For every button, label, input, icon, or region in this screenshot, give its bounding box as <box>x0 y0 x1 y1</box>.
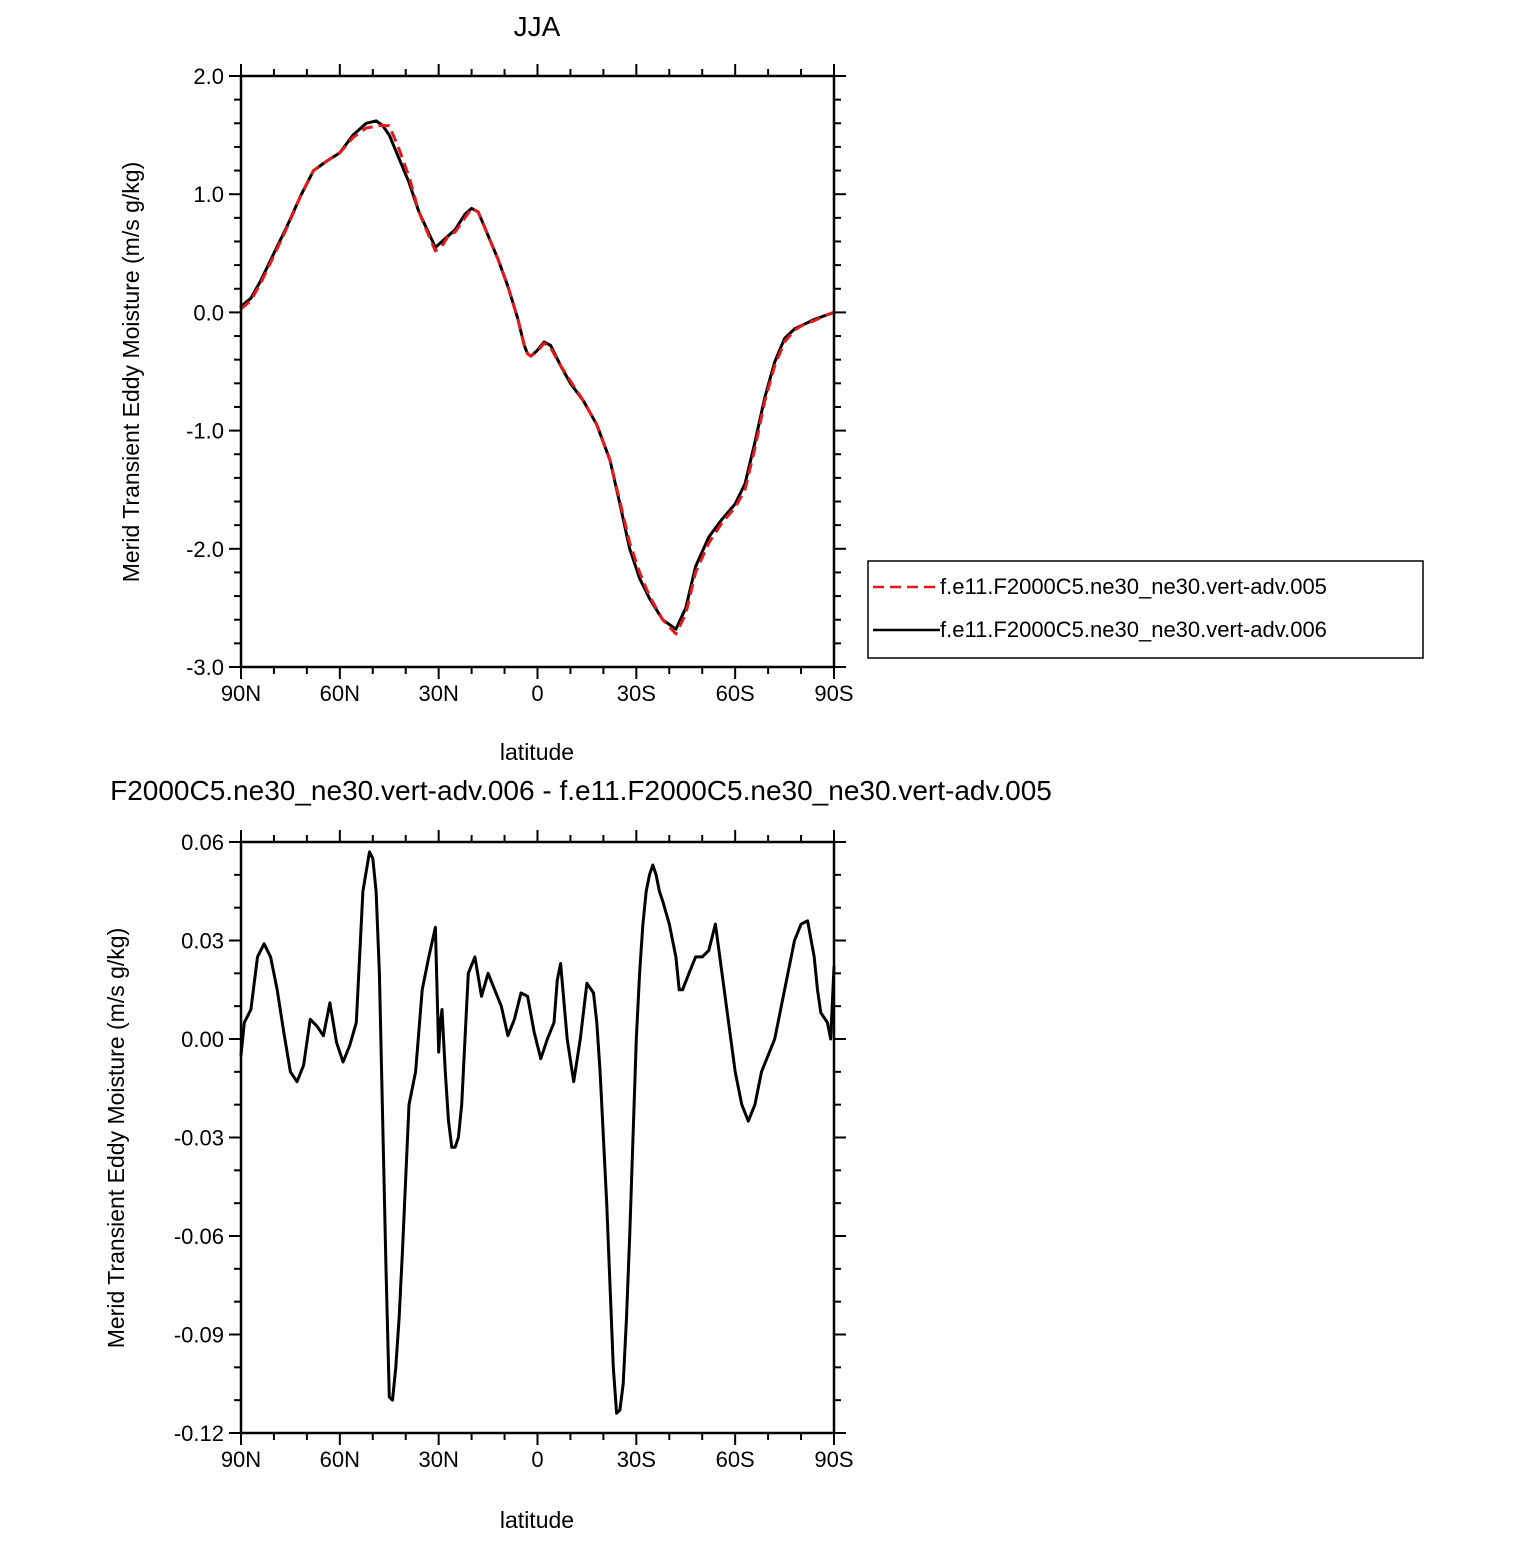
top-series-lines <box>239 119 836 636</box>
series-line <box>240 124 835 636</box>
y-tick-label: 2.0 <box>193 64 224 89</box>
y-tick-label: -0.09 <box>174 1323 224 1348</box>
series-line <box>239 119 836 631</box>
top-panel: JJA 2.0 1.0 0.0 -1.0 -2.0 -3.0 90N 60N 30N 0 30S 6… <box>118 11 1424 765</box>
x-tick-label: 60S <box>716 1447 755 1472</box>
bottom-y-tick-labels: 0.06 0.03 0.00 -0.03 -0.06 -0.09 -0.12 <box>174 830 224 1446</box>
y-tick-label: 0.00 <box>181 1027 224 1052</box>
x-tick-label: 90N <box>221 681 261 706</box>
top-chart-title: JJA <box>514 11 561 42</box>
bottom-panel: F2000C5.ne30_ne30.vert-adv.006 - f.e11.F… <box>103 775 1052 1533</box>
x-tick-label: 0 <box>531 681 543 706</box>
bottom-chart-title: F2000C5.ne30_ne30.vert-adv.006 - f.e11.F… <box>110 775 1052 806</box>
y-tick-label: -3.0 <box>186 655 224 680</box>
bottom-x-axis-label: latitude <box>500 1507 574 1533</box>
bottom-x-tick-labels: 90N 60N 30N 0 30S 60S 90S <box>221 1447 854 1472</box>
x-tick-label: 90S <box>814 1447 853 1472</box>
y-tick-label: 0.06 <box>181 830 224 855</box>
bottom-plot-frame <box>239 840 836 1435</box>
top-plot-frame <box>239 74 836 669</box>
y-tick-label: -0.03 <box>174 1126 224 1151</box>
y-tick-label: 1.0 <box>193 182 224 207</box>
top-y-tick-labels: 2.0 1.0 0.0 -1.0 -2.0 -3.0 <box>186 64 224 680</box>
x-tick-label: 30N <box>418 1447 458 1472</box>
x-tick-label: 90N <box>221 1447 261 1472</box>
y-tick-label: -1.0 <box>186 419 224 444</box>
top-x-tick-labels: 90N 60N 30N 0 30S 60S 90S <box>221 681 854 706</box>
x-tick-label: 90S <box>814 681 853 706</box>
y-tick-label: -0.06 <box>174 1224 224 1249</box>
y-tick-label: -2.0 <box>186 537 224 562</box>
x-tick-label: 30S <box>617 681 656 706</box>
top-x-axis-label: latitude <box>500 739 574 765</box>
bottom-tick-marks <box>229 830 846 1445</box>
y-tick-label: 0.03 <box>181 929 224 954</box>
x-tick-label: 30N <box>418 681 458 706</box>
x-tick-label: 30S <box>617 1447 656 1472</box>
x-tick-label: 60N <box>320 1447 360 1472</box>
x-tick-label: 0 <box>531 1447 543 1472</box>
x-tick-label: 60N <box>320 681 360 706</box>
top-y-axis-label: Merid Transient Eddy Moisture (m/s g/kg) <box>118 162 144 583</box>
legend-label-005: f.e11.F2000C5.ne30_ne30.vert-adv.005 <box>940 574 1327 599</box>
legend-label-006: f.e11.F2000C5.ne30_ne30.vert-adv.006 <box>940 617 1327 642</box>
x-tick-label: 60S <box>716 681 755 706</box>
legend: f.e11.F2000C5.ne30_ne30.vert-adv.005 f.e… <box>867 560 1424 659</box>
bottom-y-axis-label: Merid Transient Eddy Moisture (m/s g/kg) <box>103 928 129 1349</box>
top-tick-marks <box>229 64 846 679</box>
y-tick-label: -0.12 <box>174 1421 224 1446</box>
legend-box <box>867 560 1424 659</box>
bottom-series-lines <box>239 850 836 1415</box>
series-line <box>239 850 836 1415</box>
y-tick-label: 0.0 <box>193 300 224 325</box>
